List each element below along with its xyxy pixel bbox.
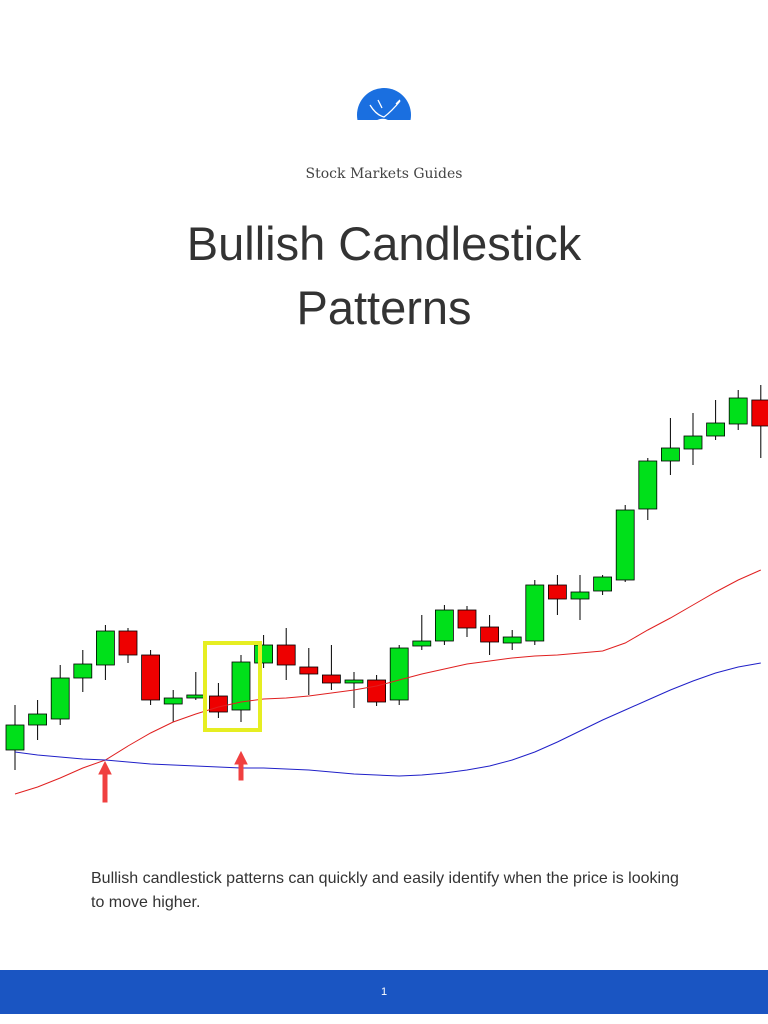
candle-body: [231, 661, 251, 711]
candle-body: [50, 677, 70, 720]
candle-body: [661, 447, 680, 462]
candle-body: [367, 679, 387, 703]
candlestick-chart: [5, 385, 768, 803]
candle-body: [434, 609, 454, 642]
candle-body: [502, 636, 522, 644]
candle-body: [5, 724, 25, 751]
candle-body: [208, 695, 228, 713]
candle-body: [389, 647, 409, 701]
candle-body: [412, 640, 432, 647]
candle-body: [28, 713, 48, 726]
candle-body: [163, 697, 183, 705]
candle-body: [525, 584, 545, 642]
body-text: Bullish candlestick patterns can quickly…: [91, 870, 679, 911]
title: Bullish Candlestick Patterns: [186, 217, 582, 334]
footer: 1: [0, 970, 768, 1014]
candle-body: [299, 666, 319, 675]
candle-body: [344, 679, 364, 684]
candle-body: [751, 399, 768, 427]
candle-body: [570, 591, 590, 600]
candles: [5, 385, 768, 795]
candle-body: [73, 663, 93, 679]
candle-body: [706, 422, 725, 437]
candle-body: [186, 694, 206, 699]
brand-name: Stock Markets Guides: [305, 166, 463, 182]
candle-body: [96, 630, 115, 666]
candle-body: [321, 674, 341, 684]
candle-body: [141, 654, 161, 701]
candle-body: [683, 435, 703, 450]
candle-body: [593, 576, 612, 592]
candle-body: [254, 644, 274, 664]
candle-body: [548, 584, 567, 600]
candle-body: [118, 630, 138, 656]
candle-body: [480, 626, 500, 643]
moving-average: [14, 569, 762, 795]
candle-body: [615, 509, 635, 581]
page-number: 1: [380, 986, 388, 998]
moving-average: [14, 662, 761, 777]
candle-body: [638, 460, 658, 510]
candle-body: [457, 609, 477, 629]
candle-body: [276, 644, 296, 666]
arrows: [98, 750, 248, 803]
highlight-box: [203, 641, 262, 732]
logo: [357, 88, 411, 120]
candle-body: [728, 397, 748, 425]
